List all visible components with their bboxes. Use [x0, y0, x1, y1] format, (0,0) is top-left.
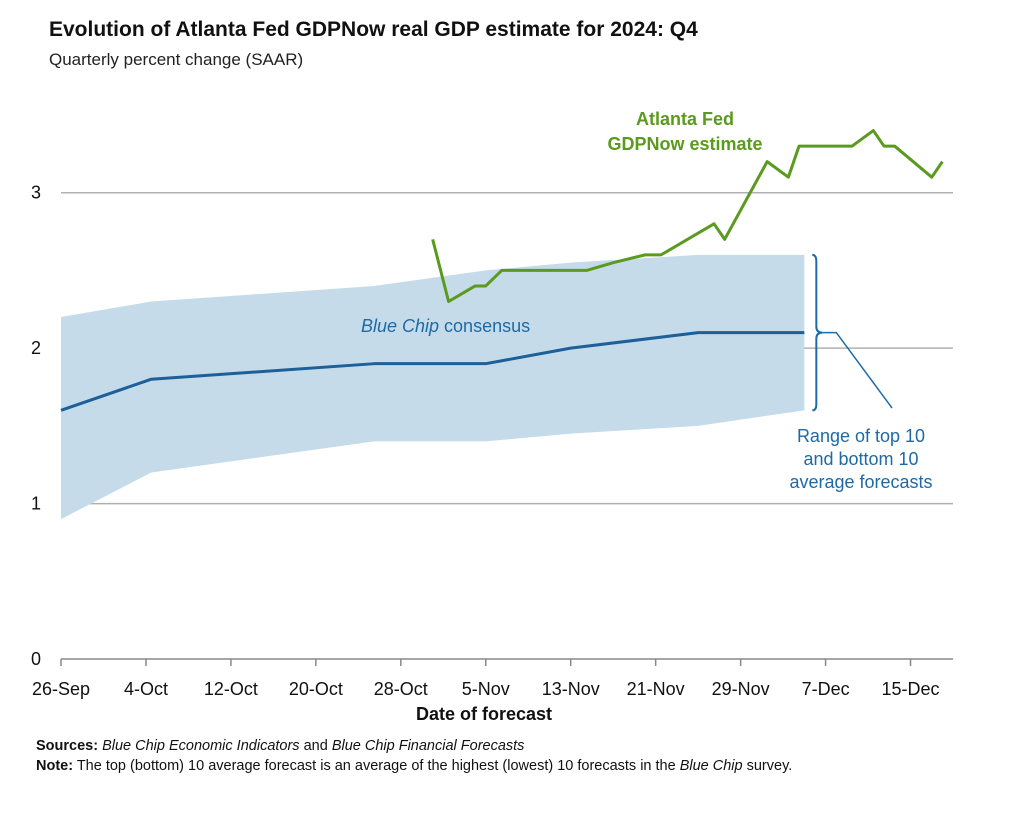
y-tick-label-3: 3	[31, 183, 41, 203]
forecast-range-band	[61, 254, 805, 520]
x-tick-label-10: 15-Dec	[882, 679, 940, 699]
x-tick-label-3: 20-Oct	[289, 679, 343, 699]
x-axis-label: Date of forecast	[416, 704, 552, 724]
x-tick-label-1: 4-Oct	[124, 679, 168, 699]
axes: 0 1 2 3 26-Sep 4-Oct 12-Oct 20-Oct 28-Oct 5-Nov 13…	[31, 183, 953, 699]
range-bracket	[812, 253, 823, 412]
range-annotation-line3: average forecasts	[789, 472, 932, 492]
gdpnow-annotation-line1: Atlanta Fed	[636, 109, 734, 129]
gdpnow-annotation-line2: GDPNow estimate	[607, 134, 762, 154]
chart-plot: 0 1 2 3 26-Sep 4-Oct 12-Oct 20-Oct 28-Oct 5-Nov 13…	[31, 109, 953, 724]
forecast-range-band-group	[61, 254, 805, 520]
x-tick-label-0: 26-Sep	[32, 679, 90, 699]
range-annotation-line2: and bottom 10	[803, 449, 918, 469]
gdpnow-line	[431, 129, 944, 304]
consensus-annotation-rest: consensus	[439, 316, 530, 336]
sources-line: Sources: Blue Chip Economic Indicators a…	[36, 738, 525, 754]
consensus-annotation-italic: Blue Chip	[361, 316, 439, 336]
x-tick-label-7: 21-Nov	[627, 679, 685, 699]
note-line: Note: The top (bottom) 10 average foreca…	[36, 758, 793, 774]
y-tick-label-2: 2	[31, 338, 41, 358]
x-tick-label-6: 13-Nov	[542, 679, 600, 699]
y-tick-label-1: 1	[31, 494, 41, 514]
source-notes: Sources: Blue Chip Economic Indicators a…	[36, 736, 936, 776]
series-lines	[60, 129, 944, 412]
x-tick-label-8: 29-Nov	[712, 679, 770, 699]
x-tick-label-5: 5-Nov	[462, 679, 510, 699]
x-tick-label-4: 28-Oct	[374, 679, 428, 699]
consensus-annotation: Blue Chip consensus	[361, 316, 530, 336]
x-tick-label-2: 12-Oct	[204, 679, 258, 699]
x-tick-label-9: 7-Dec	[802, 679, 850, 699]
chart-title: Evolution of Atlanta Fed GDPNow real GDP…	[49, 18, 698, 41]
chart-subtitle: Quarterly percent change (SAAR)	[49, 50, 304, 69]
y-tick-label-0: 0	[31, 649, 41, 669]
range-annotation-line1: Range of top 10	[797, 426, 925, 446]
range-pointer-line	[822, 331, 893, 409]
